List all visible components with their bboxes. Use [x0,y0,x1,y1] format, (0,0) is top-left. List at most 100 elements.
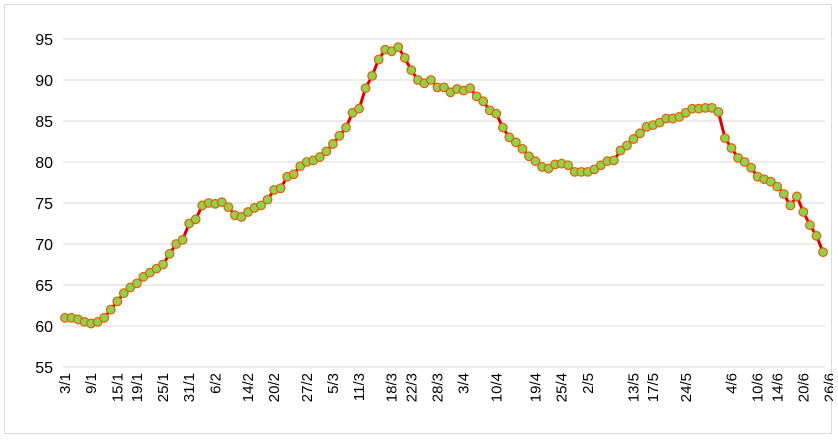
data-point [791,191,802,202]
data-point [373,54,384,65]
gridlines [63,38,825,368]
x-axis: 3/1 9/1 15/1 19/1 25/1 31/1 6/2 14/2 20/2 27/2 5/3… [57,373,833,402]
x-tick-label: 15/1 [109,373,126,402]
series-markers [60,42,828,329]
chart-frame: 55 60 65 70 75 80 85 90 95 3/1 9/1 15/1 19/1 25/1 31/… [4,4,833,434]
x-tick-label: 31/1 [181,373,198,402]
data-point [426,75,436,85]
x-tick-label: 9/1 [83,373,100,394]
data-point [530,156,541,167]
data-point [615,145,626,156]
x-tick-label: 13/5 [626,373,643,402]
data-point [478,96,489,107]
x-tick-label: 20/2 [266,373,283,402]
x-tick-label: 18/3 [384,373,401,402]
line-chart: 55 60 65 70 75 80 85 90 95 3/1 9/1 15/1 19/1 25/1 31/… [35,32,833,402]
x-tick-label: 3/1 [57,373,74,394]
y-tick-label: 60 [35,319,53,336]
data-point [805,220,815,231]
data-point [628,134,639,144]
x-tick-label: 4/6 [724,373,741,394]
data-point [798,207,809,217]
x-tick-label: 19/4 [527,373,544,402]
data-point [739,157,750,167]
data-point [367,70,378,81]
data-point [471,91,482,102]
data-point [608,155,619,166]
x-tick-label: 11/3 [351,373,368,401]
data-point [216,197,227,208]
y-tick-label: 75 [35,196,53,213]
x-tick-label: 28/3 [429,373,446,402]
data-point [720,133,730,144]
x-tick-label: 6/2 [207,373,224,394]
data-point [563,160,574,171]
x-tick-label: 22/3 [403,373,420,402]
data-point [765,176,776,187]
y-axis: 55 60 65 70 75 80 85 90 95 [35,32,53,377]
data-point [510,137,521,148]
x-tick-label: 2/5 [580,373,597,394]
x-tick-label: 10/4 [488,373,505,402]
y-tick-label: 70 [35,237,53,254]
data-point [354,103,364,114]
data-point [818,247,828,258]
data-point [439,82,449,93]
data-point [190,214,201,225]
data-point [262,194,273,205]
y-tick-label: 85 [35,114,53,131]
x-tick-label: 19/1 [129,373,146,402]
data-point [131,278,142,289]
x-tick-label: 20/6 [795,373,812,402]
data-point [275,183,286,194]
data-point [504,132,515,143]
data-point [778,189,789,199]
x-tick-label: 14/2 [240,373,257,402]
data-point [236,212,247,222]
x-tick-label: 24/5 [678,373,695,402]
data-point [99,312,110,323]
x-tick-label: 26/6 [822,373,833,402]
data-point [314,152,325,162]
data-point [360,83,371,94]
x-tick-label: 14/6 [769,373,786,402]
data-point [118,288,129,299]
data-point [772,181,783,192]
data-point [491,108,502,119]
data-point [334,130,345,141]
y-tick-label: 65 [35,278,53,295]
data-point [112,296,123,307]
data-point [105,304,116,315]
data-point [746,162,757,173]
data-point [713,107,724,117]
data-point [726,143,737,153]
data-point [321,146,332,157]
x-tick-label: 17/5 [645,373,662,402]
data-point [164,248,175,259]
data-point [811,230,822,241]
y-tick-label: 95 [35,32,53,49]
x-tick-label: 25/4 [554,373,571,402]
data-point [393,42,404,53]
data-point [158,259,168,270]
data-point [399,52,410,63]
x-tick-label: 3/4 [456,373,473,394]
x-tick-label: 27/2 [299,373,316,402]
data-point [177,234,188,245]
y-tick-label: 90 [35,73,53,90]
data-point [517,143,528,154]
data-point [622,140,632,151]
x-tick-label: 10/6 [750,373,767,402]
data-point [288,169,299,180]
data-point [465,83,476,94]
data-point [785,200,796,211]
data-point [406,65,417,76]
x-tick-label: 5/3 [325,373,342,394]
data-point [635,128,645,139]
data-point [328,139,338,149]
y-tick-label: 80 [35,155,53,172]
y-tick-label: 55 [35,360,53,377]
data-point [497,122,508,133]
data-point [256,200,266,211]
x-tick-label: 25/1 [155,373,172,402]
